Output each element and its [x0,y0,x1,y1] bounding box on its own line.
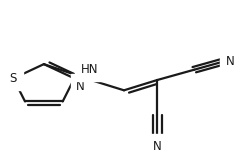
Text: N: N [76,80,85,93]
Text: S: S [10,72,17,85]
Text: N: N [226,55,234,68]
Text: N: N [153,140,162,153]
Text: HN: HN [81,63,98,76]
